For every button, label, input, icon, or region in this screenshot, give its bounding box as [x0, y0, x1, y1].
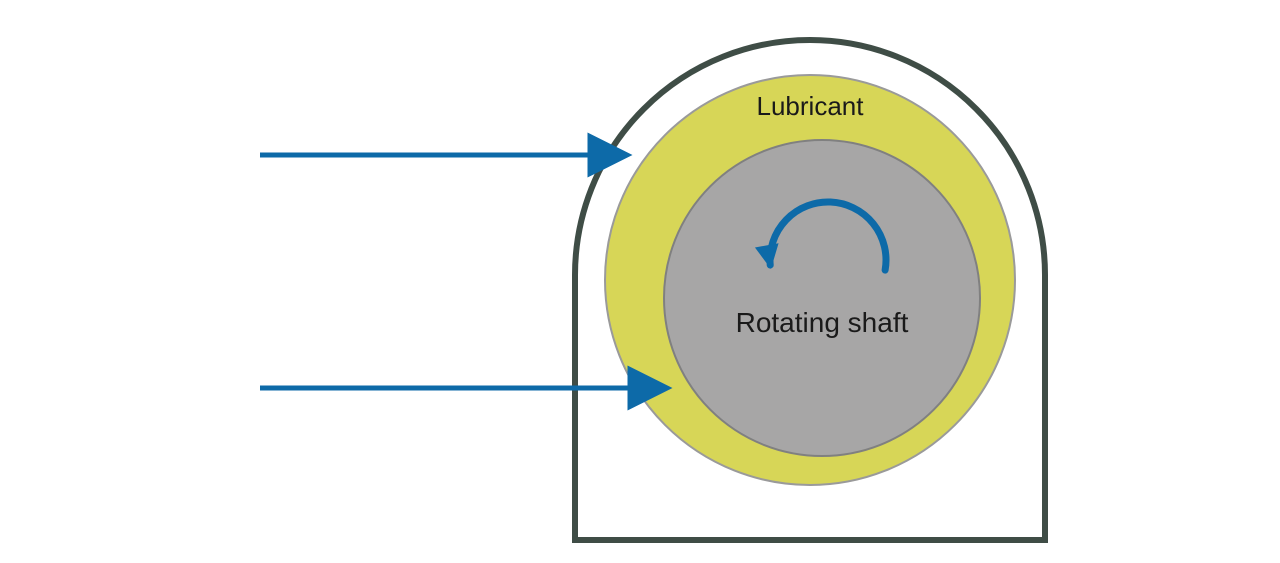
lubricant-label: Lubricant [757, 91, 865, 121]
rotating-shaft-label: Rotating shaft [736, 307, 909, 338]
bearing-diagram: Lubricant Rotating shaft [0, 0, 1280, 563]
rotating-shaft [664, 140, 980, 456]
